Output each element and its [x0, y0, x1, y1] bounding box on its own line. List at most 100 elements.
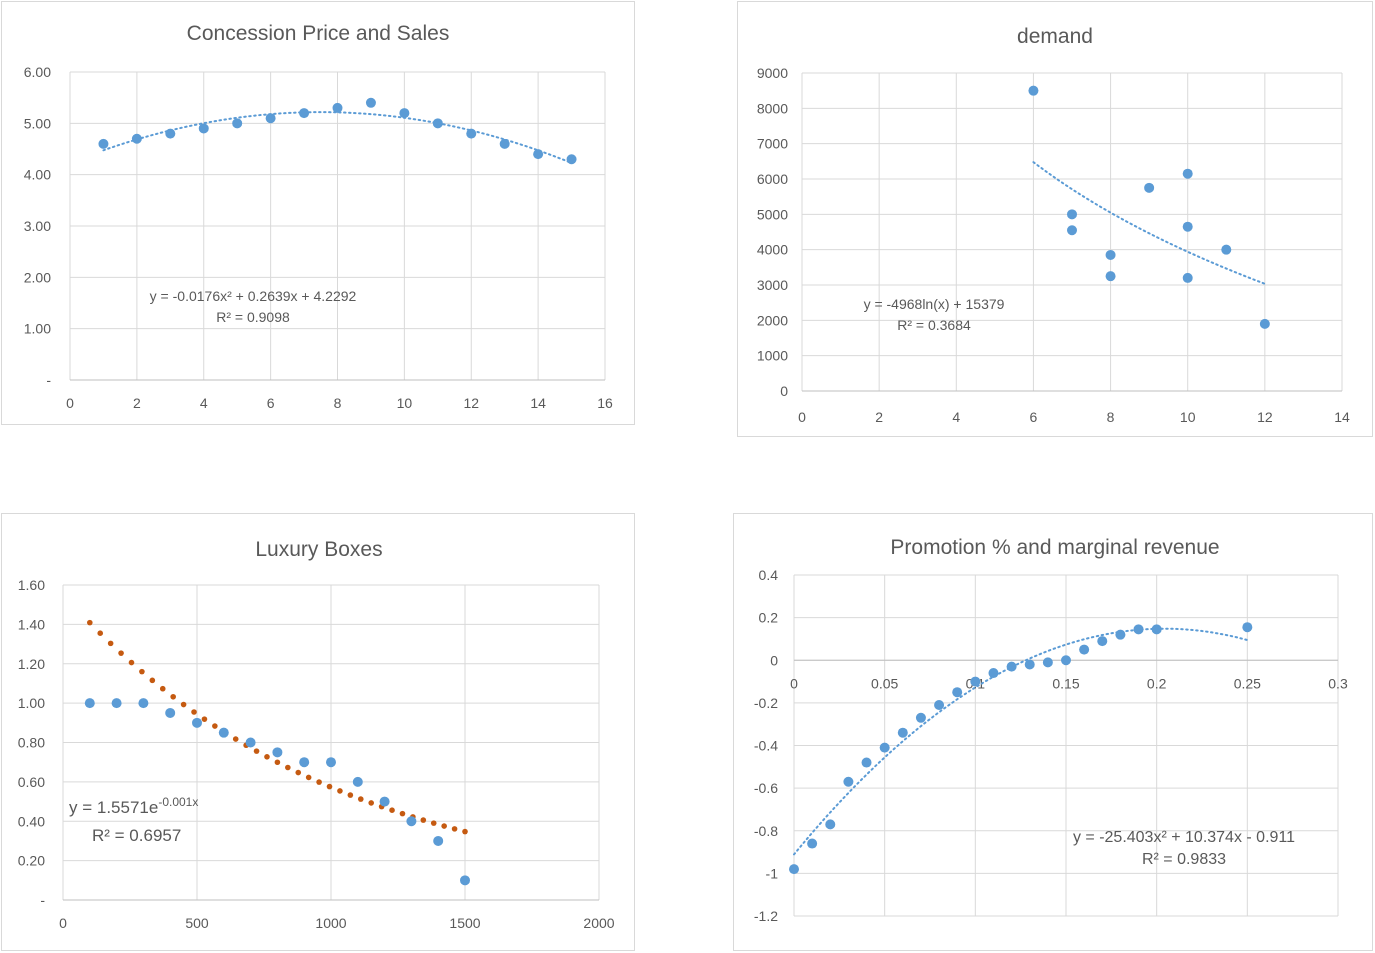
trendline-dot [87, 619, 93, 626]
trendline-dot [232, 736, 239, 742]
data-point [1028, 85, 1039, 96]
trendline-dot [212, 723, 218, 729]
y-tick-label: 1.60 [18, 577, 45, 593]
trendline-dot [441, 823, 447, 829]
data-point [915, 712, 926, 723]
chart-svg: Luxury Boxes 0 500 1000 1500 2000 - 0.20 0.40 0.6… [18, 538, 615, 931]
x-tick-label: 12 [463, 395, 479, 411]
trendline-dot [316, 779, 322, 785]
y-tick-label: 0.40 [18, 813, 45, 829]
data-point [138, 698, 149, 709]
data-point [897, 727, 908, 738]
trendline-r-squared: R² = 0.3684 [897, 317, 971, 333]
x-tick-label: 0 [790, 675, 798, 691]
y-tick-label: -0.8 [754, 823, 778, 839]
y-tick-label: -0.2 [754, 695, 778, 711]
x-tick-label: 0.3 [1328, 675, 1348, 691]
x-tick-label: 14 [530, 395, 546, 411]
chart-title: Promotion % and marginal revenue [890, 536, 1219, 559]
trendline-equation: y = 1.5571e-0.001x [69, 795, 198, 817]
data-point [1024, 659, 1035, 670]
data-point [952, 687, 963, 698]
trendline-dot [295, 769, 302, 776]
chart-promotion-marginal-revenue: Promotion % and marginal revenue 0 0.05 0.1… [733, 513, 1373, 951]
data-point [466, 128, 477, 139]
data-point [825, 819, 836, 830]
data-point [326, 757, 336, 768]
data-point [432, 118, 443, 129]
x-tick-label: 0 [798, 409, 806, 425]
data-point [84, 698, 95, 709]
y-tick-label: 9000 [757, 65, 788, 81]
data-point [1105, 271, 1116, 282]
data-point [499, 138, 510, 149]
trendline-dot [420, 817, 427, 823]
data-point [1042, 657, 1053, 668]
trendline-dot [264, 753, 270, 760]
x-tick-label: 10 [1180, 409, 1196, 425]
data-point [232, 118, 243, 129]
data-point [332, 102, 343, 113]
data-point [789, 864, 799, 875]
trendline-r-squared: R² = 0.6957 [92, 826, 181, 845]
data-point [111, 698, 122, 709]
trendline-dot [337, 788, 343, 794]
x-tick-label: 6 [1030, 409, 1038, 425]
trendline-dot [118, 650, 124, 656]
y-tick-label: 0 [780, 383, 788, 399]
y-tick-label: 3.00 [24, 218, 51, 234]
y-tick-label: 8000 [757, 100, 788, 116]
trendline-dot [149, 677, 156, 684]
y-tick-label: 6000 [757, 171, 788, 187]
data-point [406, 816, 417, 827]
x-tick-label: 2000 [583, 915, 614, 931]
y-tick-label: - [40, 892, 45, 908]
data-point [879, 742, 890, 753]
chart-title: Concession Price and Sales [187, 22, 450, 45]
data-point [198, 123, 209, 134]
y-tick-label: 2000 [757, 312, 788, 328]
chart-title: Luxury Boxes [255, 538, 382, 561]
data-point [245, 737, 256, 748]
y-tick-label: 1.40 [18, 616, 45, 632]
y-tick-label: 0.80 [18, 735, 45, 751]
trendline [793, 627, 1249, 856]
data-point [566, 154, 577, 165]
y-tick-label: -0.4 [754, 738, 778, 754]
data-point [970, 676, 981, 687]
equation-exponent: -0.001x [158, 795, 198, 809]
trendline-r-squared: R² = 0.9098 [216, 309, 290, 325]
x-tick-label: 6 [267, 395, 275, 411]
data-point [1105, 249, 1116, 260]
trendline-dot [305, 774, 312, 781]
trendline-equation: y = -4968ln(x) + 15379 [864, 296, 1005, 312]
y-tick-label: 1.20 [18, 656, 45, 672]
trendline-equation: y = -25.403x² + 10.374x - 0.911 [1073, 829, 1295, 846]
x-tick-label: 2 [133, 395, 141, 411]
trendline-dot [399, 810, 406, 817]
x-tick-label: 16 [597, 395, 613, 411]
data-point [192, 717, 202, 728]
data-point [433, 835, 444, 846]
y-tick-label: 1.00 [18, 695, 45, 711]
x-tick-label: 2 [875, 409, 883, 425]
data-point [861, 757, 872, 768]
data-point [1006, 661, 1017, 672]
data-point [1182, 221, 1193, 232]
y-tick-label: -1.2 [754, 908, 778, 924]
data-point [379, 796, 390, 807]
y-tick-label: -1 [766, 865, 779, 881]
data-point [399, 108, 410, 119]
data-point [533, 149, 544, 160]
chart-svg: Concession Price and Sales 0 2 4 6 8 10 12 14 16 -… [24, 22, 613, 411]
trendline-dot [180, 701, 187, 708]
x-tick-label: 10 [397, 395, 413, 411]
y-tick-label: 2.00 [24, 269, 51, 285]
trendline-r-squared: R² = 0.9833 [1142, 851, 1226, 868]
data-point [1182, 168, 1193, 179]
x-tick-label: 12 [1257, 409, 1273, 425]
x-tick-label: 8 [1107, 409, 1115, 425]
x-tick-label: 0 [66, 395, 74, 411]
trendline-dot [462, 828, 468, 835]
trendline-dot [139, 668, 145, 675]
